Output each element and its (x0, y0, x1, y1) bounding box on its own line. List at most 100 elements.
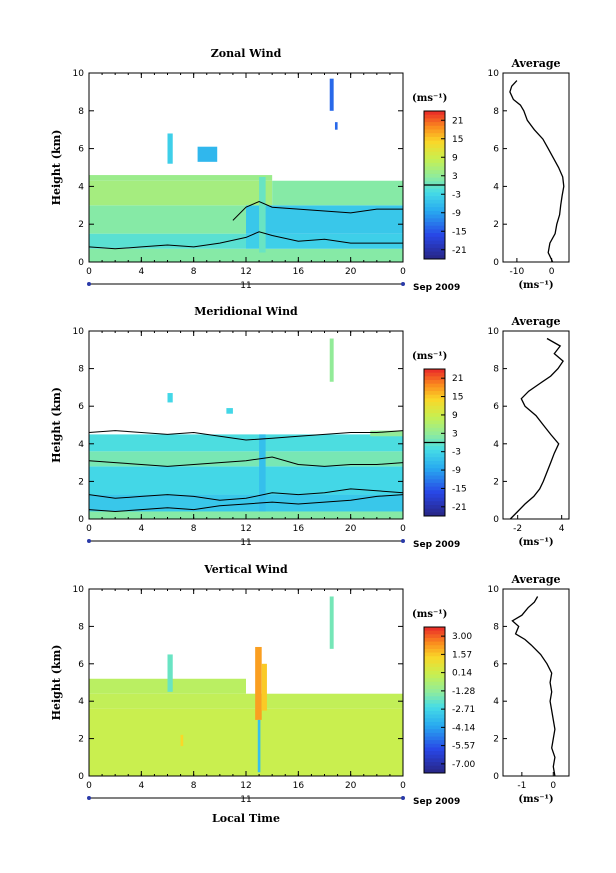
y-axis-label: Height (km) (50, 645, 63, 721)
average-y-tick-label: 6 (493, 145, 499, 155)
colorbar-swatch (424, 479, 445, 484)
colorbar-swatch (424, 630, 445, 635)
colorbar-swatch (424, 372, 445, 377)
y-tick-label: 0 (78, 258, 84, 268)
average-y-tick-label: 4 (493, 697, 499, 707)
colorbar-swatch (424, 674, 445, 679)
colorbar-swatch (424, 732, 445, 737)
colorbar-swatch (424, 185, 445, 190)
heatmap-layer (89, 233, 246, 249)
heatmap-patch (226, 408, 233, 414)
average-title: Average (510, 573, 560, 586)
y-tick-label: 2 (78, 735, 84, 745)
colorbar-swatch (424, 136, 445, 142)
colorbar-tick-label: -7.00 (452, 760, 476, 770)
average-y-tick-label: 6 (493, 402, 499, 412)
colorbar-tick-label: 9 (452, 411, 458, 421)
colorbar-swatch (424, 402, 445, 407)
colorbar-swatch (424, 659, 445, 664)
colorbar-swatch (424, 431, 445, 436)
average-x-tick-label: -10 (510, 267, 525, 277)
colorbar-swatch (424, 424, 445, 429)
heatmap-layer (89, 180, 273, 206)
average-title: Average (510, 315, 560, 328)
average-y-tick-label: 2 (493, 220, 499, 230)
colorbar-swatch (424, 394, 445, 399)
heatmap-layer (89, 693, 403, 709)
colorbar-swatch (424, 427, 445, 432)
colorbar-tick-label: -9 (452, 209, 461, 219)
y-tick-label: 10 (73, 585, 85, 595)
colorbar-swatch (424, 729, 445, 734)
colorbar-swatch (424, 670, 445, 675)
colorbar-swatch (424, 504, 445, 510)
colorbar-swatch (424, 751, 445, 756)
colorbar-swatch (424, 681, 445, 686)
colorbar-swatch (424, 222, 445, 227)
y-tick-label: 4 (78, 440, 84, 450)
x-tick-label: 4 (138, 524, 144, 534)
colorbar-tick-label: -5.57 (452, 742, 475, 752)
colorbar-swatch (424, 369, 445, 374)
colorbar-swatch (424, 133, 445, 138)
colorbar-tick-label: -15 (452, 227, 467, 237)
date-label: Sep 2009 (413, 540, 460, 550)
colorbar-swatch (424, 497, 445, 502)
colorbar-swatch (424, 710, 445, 716)
average-x-tick-label: -1 (517, 781, 526, 791)
colorbar-swatch (424, 413, 445, 418)
colorbar-swatch (424, 442, 445, 447)
colorbar-swatch (424, 446, 445, 451)
colorbar-swatch (424, 225, 445, 230)
average-y-tick-label: 2 (493, 477, 499, 487)
colorbar-swatch (424, 199, 445, 204)
day-bar-end-marker (401, 282, 405, 286)
colorbar-swatch (424, 685, 445, 690)
heatmap-patch (329, 78, 334, 111)
x-axis-label: Local Time (212, 812, 280, 825)
average-x-tick-label: 0 (550, 781, 556, 791)
colorbar-tick-label: -21 (452, 503, 467, 513)
average-x-tick-label: -2 (513, 524, 522, 534)
colorbar-swatch (424, 114, 445, 119)
day-label: 11 (240, 795, 251, 805)
colorbar-swatch (424, 667, 445, 672)
average-frame (502, 72, 570, 263)
average-x-tick-label: 0 (549, 267, 555, 277)
colorbar-swatch (424, 663, 445, 668)
colorbar-swatch (424, 769, 445, 774)
colorbar-swatch (424, 244, 445, 249)
y-tick-label: 6 (78, 660, 84, 670)
colorbar-swatch (424, 192, 445, 197)
colorbar-tick-label: 3 (452, 429, 458, 439)
average-y-tick-label: 8 (493, 365, 499, 375)
heatmap-layer (89, 466, 403, 495)
x-tick-label: 0 (86, 781, 92, 791)
colorbar-swatch (424, 166, 445, 171)
y-tick-label: 4 (78, 697, 84, 707)
colorbar-swatch (424, 464, 445, 469)
zero-contour-line (88, 494, 404, 513)
colorbar-swatch (424, 181, 445, 186)
average-y-tick-label: 10 (488, 69, 500, 79)
colorbar-swatch (424, 240, 445, 245)
colorbar-swatch (424, 707, 445, 712)
colorbar-tick-label: 0.14 (452, 669, 472, 679)
day-label: 11 (240, 538, 251, 548)
average-profile-line (509, 337, 564, 520)
day-label: 11 (240, 281, 251, 291)
colorbar-swatch (424, 111, 445, 116)
colorbar-swatch (424, 641, 445, 646)
day-bar-start-marker (87, 796, 91, 800)
colorbar-swatch (424, 409, 445, 414)
chart-title: Vertical Wind (203, 563, 288, 576)
heatmap-patch (167, 654, 173, 692)
colorbar-swatch (424, 155, 445, 160)
colorbar-swatch (424, 471, 445, 477)
chart-title: Meridional Wind (194, 305, 298, 318)
colorbar-swatch (424, 758, 445, 763)
colorbar-swatch (424, 438, 445, 443)
colorbar-swatch (424, 173, 445, 179)
